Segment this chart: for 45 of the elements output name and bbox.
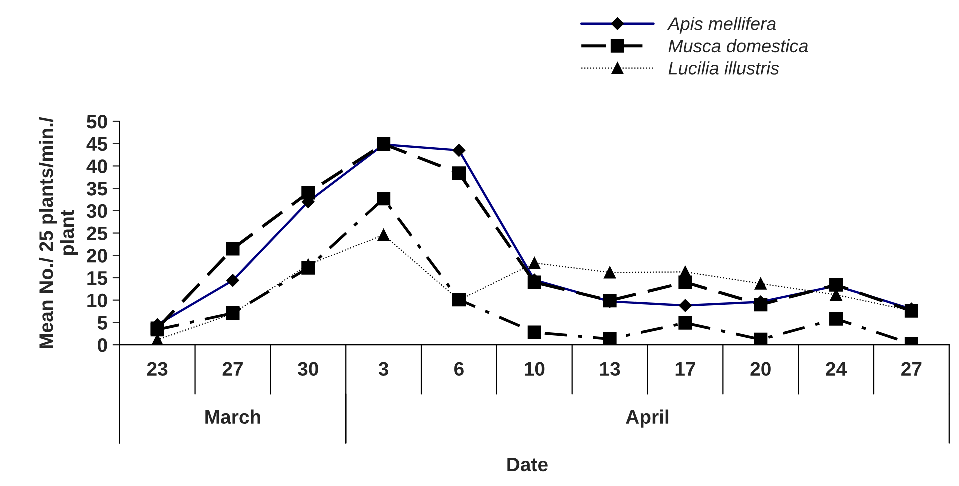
point xyxy=(528,257,541,270)
y-tick-label: 5 xyxy=(98,316,108,330)
y-tick-label: 25 xyxy=(87,226,108,241)
x-tick-label: 30 xyxy=(298,362,318,376)
legend-label: Apis mellifera xyxy=(667,17,776,34)
y-tick-label: 30 xyxy=(86,204,108,218)
y-axis-title: Mean No./ 25 plants/min./ plant xyxy=(39,117,78,348)
y-tick-label: 0 xyxy=(98,338,108,352)
y-tick-label: 40 xyxy=(86,160,108,174)
point xyxy=(378,228,390,242)
point xyxy=(528,276,542,290)
point xyxy=(754,298,768,312)
legend-label: Lucilia illustris xyxy=(668,62,780,75)
point xyxy=(830,312,844,326)
point xyxy=(302,261,316,275)
y-tick-label: 15 xyxy=(88,272,108,286)
point xyxy=(377,192,391,206)
point xyxy=(603,332,617,346)
y-tick-label: 20 xyxy=(87,249,108,263)
x-tick-label: 13 xyxy=(600,362,620,376)
y-tick-label: 10 xyxy=(88,294,108,308)
x-tick-label: 6 xyxy=(454,362,464,376)
x-tick-label: 27 xyxy=(902,362,922,376)
point xyxy=(302,186,316,200)
y-tick-label: 35 xyxy=(86,182,108,196)
y-tick-label: 45 xyxy=(86,138,108,152)
point xyxy=(604,266,616,279)
y-tick-label: 50 xyxy=(87,114,108,129)
x-tick-label: 23 xyxy=(147,362,168,376)
x-tick-label: 24 xyxy=(826,362,847,376)
point xyxy=(754,332,768,346)
legend-label: Musca domestica xyxy=(668,39,808,53)
x-tick-label: 10 xyxy=(525,362,545,376)
text: April xyxy=(626,410,669,428)
x-tick-label: 27 xyxy=(222,362,243,376)
x-tick-label: 20 xyxy=(750,362,771,376)
x-tick-label: 3 xyxy=(378,362,389,376)
point xyxy=(678,316,692,330)
x-axis-title: Date xyxy=(508,458,548,472)
point xyxy=(226,242,240,256)
point xyxy=(754,278,767,290)
point xyxy=(528,326,542,340)
point xyxy=(452,166,466,180)
text: March xyxy=(206,410,260,424)
x-tick-label: 17 xyxy=(676,362,696,376)
